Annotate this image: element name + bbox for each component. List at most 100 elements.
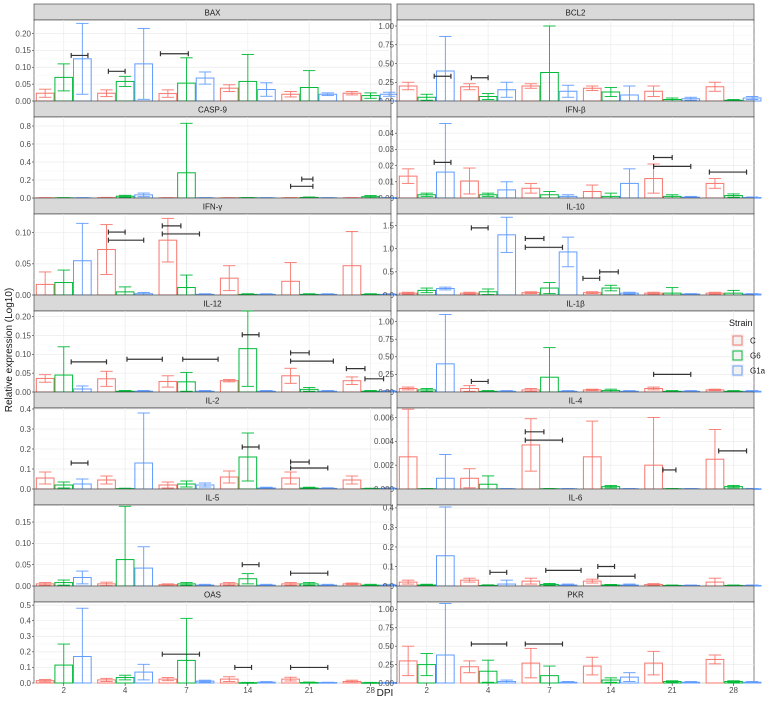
y-tick-label: 0.75 [378,41,394,50]
y-tick-label: 0.75 [378,335,394,344]
x-tick-label: 2 [62,686,67,695]
y-tick-label: 0.02 [378,161,394,170]
y-tick-label: 0.006 [374,413,395,422]
y-tick-label: 0.0 [20,194,32,203]
y-tick-label: 0.4 [20,405,32,414]
y-tick-label: 0.20 [15,29,31,38]
y-tick-label: 0.2 [20,176,32,185]
legend-key-bg [731,334,744,347]
legend: Strain C G6 G1a [729,318,766,377]
panel-title: BAX [204,9,221,18]
panel-title: IL-5 [206,494,220,503]
panel-title: IFN-β [565,106,586,115]
panel-background [33,213,392,296]
y-tick-label: 0.75 [378,624,394,633]
y-tick-label: 0.04 [378,129,394,138]
panel-background [33,19,392,102]
y-tick-label: 0.20 [15,312,31,321]
legend-key-bg [731,349,744,362]
y-tick-label: 0.25 [378,78,394,87]
y-tick-label: 0.50 [378,59,394,68]
y-tick-label: 0.8 [20,122,32,131]
panel-title: IL-6 [569,494,583,503]
panel-title: IL-1β [566,300,585,309]
panel-title: IL-10 [566,203,585,212]
panel-OAS: OAS 0.0 0.1 0.2 0.3 0.4 0.5 2 4 7 14 21 28 [20,585,399,695]
x-tick-label: 28 [366,686,375,695]
legend-title: Strain [729,318,753,328]
panel-background [33,601,392,684]
y-tick-label: 0.00 [15,291,31,300]
x-tick-label: 21 [668,686,677,695]
y-tick-label: 0.004 [374,437,395,446]
panel-title: IL-2 [206,397,220,406]
panel-IL-10: IL-100.00.51.01.5 [383,197,762,300]
y-tick-label: 1.0 [383,245,395,254]
y-tick-label: 0.15 [15,331,31,340]
y-tick-label: 0.05 [15,260,31,269]
panel-background [396,213,755,296]
x-tick-label: 4 [123,686,128,695]
y-tick-label: 0.00 [15,388,31,397]
panel-title: CASP-9 [198,106,227,115]
y-tick-label: 0.4 [383,504,395,513]
x-axis-title: DPI [377,688,394,699]
panel-IL-2: IL-2 0.0 0.1 0.2 0.3 0.4 [20,391,399,494]
y-tick-label: 0.1 [383,562,395,571]
y-tick-label: 0.0 [20,679,32,688]
y-tick-label: 0.05 [15,560,31,569]
y-tick-label: 0.00 [15,582,31,591]
x-tick-label: 7 [184,686,189,695]
legend-swatch-G1a [732,365,743,376]
y-tick-label: 0.1 [20,663,32,672]
y-tick-label: 0.15 [15,46,31,55]
panel-title: IL-12 [203,300,222,309]
panel-IFN-β: IFN-β0.000.010.020.030.04 [378,100,762,203]
y-tick-label: 1.00 [378,317,394,326]
panel-background [396,504,755,587]
y-tick-label: 0.25 [378,660,394,669]
y-tick-label: 0.4 [20,158,32,167]
legend-key-bg [731,364,744,377]
panel-IL-12: IL-12 0.00 0.05 0.10 0.15 0.20 [15,294,399,397]
x-tick-label: 7 [547,686,552,695]
panel-title: PKR [567,591,584,600]
panel-title: IFN-γ [203,203,223,212]
y-tick-label: 0.2 [20,648,32,657]
y-tick-label: 0.10 [15,228,31,237]
panel-background [33,116,392,199]
x-tick-label: 14 [606,686,615,695]
panel-background [396,407,755,490]
panel-title: OAS [204,591,221,600]
y-tick-label: 1.00 [378,605,394,614]
legend-swatch-G6 [732,350,743,361]
panel-background [33,310,392,393]
y-tick-label: 0.1 [20,465,32,474]
panel-BAX: BAX 0.00 0.05 0.10 0.15 0.20 [15,3,399,106]
chart-panels: BAX 0.00 0.05 0.10 0.15 0.20 BCL2 0.00 0.25 0.50 0… [15,3,762,695]
panel-IL-1β: IL-1β0.000.250.500.751.00 [378,294,762,397]
y-tick-label: 0.50 [378,642,394,651]
panel-PKR: PKR 0.00 0.25 0.50 0.75 1.00 2 4 7 14 21 28 [378,585,762,695]
panel-background [33,407,392,490]
y-tick-label: 0.4 [20,616,32,625]
y-tick-label: 0.03 [378,145,394,154]
y-tick-label: 0.00 [378,679,394,688]
y-tick-label: 0.5 [383,268,395,277]
y-tick-label: 0.01 [378,178,394,187]
y-axis-title: Relative expression (Log10) [4,288,15,413]
panel-background [396,19,755,102]
y-tick-label: 0.3 [383,523,395,532]
x-tick-label: 21 [305,686,314,695]
panel-background [33,504,392,587]
y-tick-label: 0.00 [15,97,31,106]
x-tick-label: 2 [425,686,430,695]
y-tick-label: 0.15 [15,518,31,527]
y-tick-label: 0.6 [20,140,32,149]
y-tick-label: 0.3 [20,632,32,641]
y-tick-label: 0.05 [15,80,31,89]
panel-title: IL-4 [569,397,583,406]
